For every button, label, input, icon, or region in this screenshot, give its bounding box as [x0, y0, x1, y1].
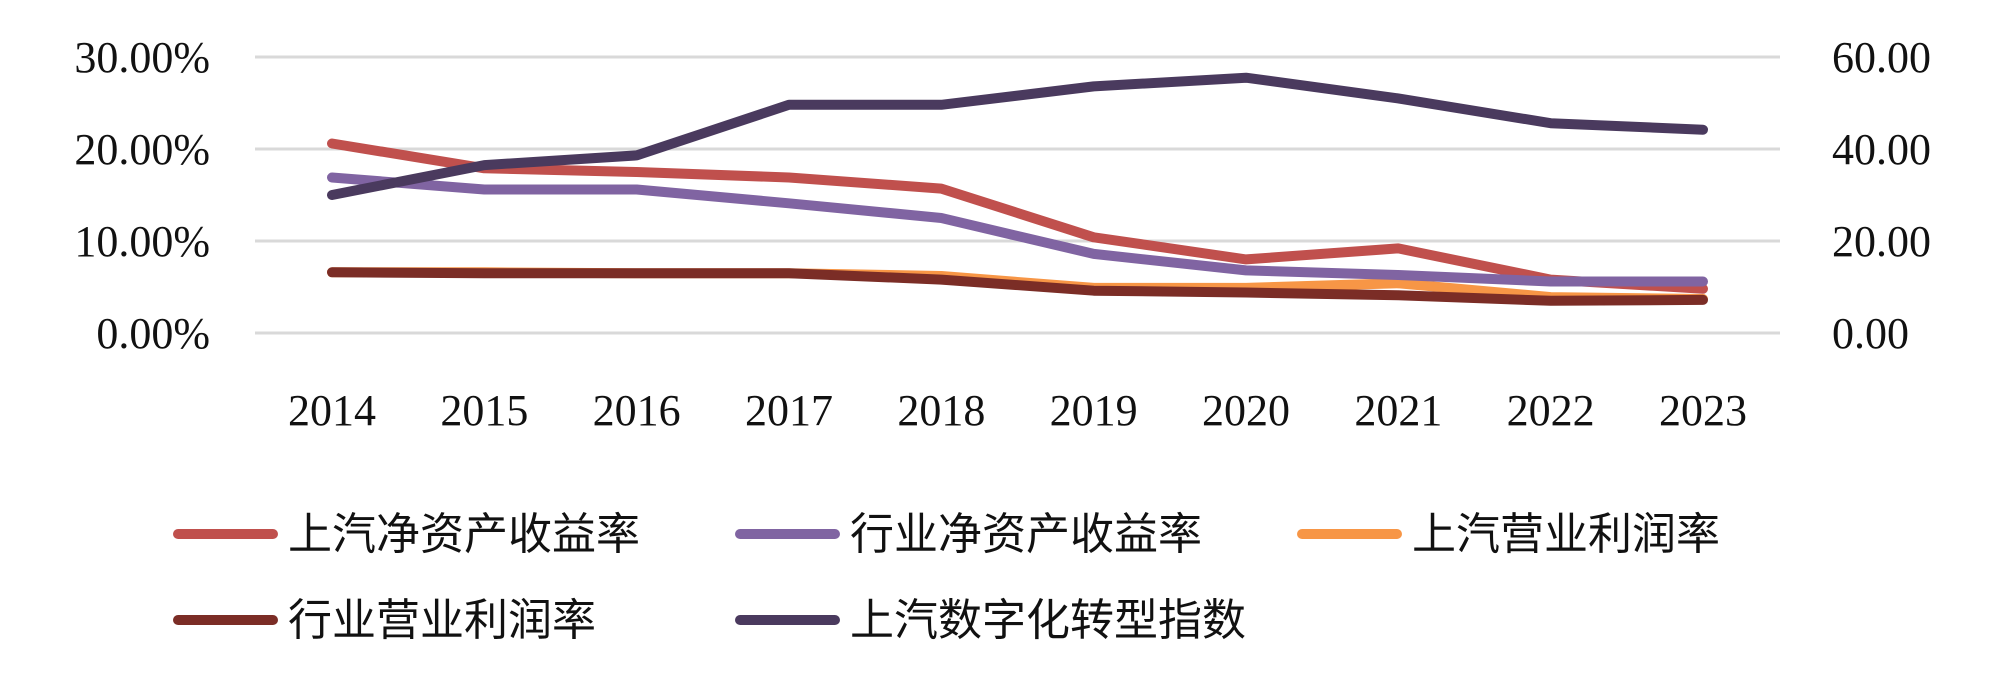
- legend-label: 行业营业利润率: [288, 596, 596, 645]
- legend-item: 行业营业利润率: [173, 596, 596, 645]
- x-axis-tick-label: 2021: [1354, 386, 1442, 435]
- right-axis-tick-label: 20.00: [1832, 217, 1931, 266]
- left-axis-ticks: 0.00% 10.00% 20.00% 30.00%: [74, 33, 210, 358]
- left-axis-tick-label: 30.00%: [74, 33, 210, 82]
- x-axis-tick-label: 2014: [288, 386, 376, 435]
- right-axis-tick-label: 0.00: [1832, 309, 1909, 358]
- legend-label: 上汽数字化转型指数: [850, 596, 1246, 645]
- legend-label: 上汽营业利润率: [1412, 510, 1720, 559]
- gridlines: [255, 55, 1780, 335]
- series-line: [327, 267, 1708, 306]
- x-axis-tick-label: 2020: [1202, 386, 1290, 435]
- left-axis-tick-label: 10.00%: [74, 217, 210, 266]
- right-axis-tick-label: 40.00: [1832, 125, 1931, 174]
- legend-item: 上汽净资产收益率: [173, 510, 640, 559]
- x-axis-tick-label: 2015: [440, 386, 528, 435]
- x-axis-tick-label: 2016: [593, 386, 681, 435]
- x-axis-tick-label: 2023: [1659, 386, 1747, 435]
- x-axis-tick-label: 2018: [897, 386, 985, 435]
- x-axis-tick-label: 2017: [745, 386, 833, 435]
- series-lines: [327, 72, 1708, 306]
- legend-item: 上汽数字化转型指数: [735, 596, 1246, 645]
- left-axis-tick-label: 20.00%: [74, 125, 210, 174]
- x-axis-tick-label: 2022: [1507, 386, 1595, 435]
- left-axis-tick-label: 0.00%: [96, 309, 210, 358]
- series-line: [327, 138, 1708, 294]
- legend-label: 上汽净资产收益率: [288, 510, 640, 559]
- right-axis-tick-label: 60.00: [1832, 33, 1931, 82]
- legend-item: 上汽营业利润率: [1297, 510, 1720, 559]
- series-line: [327, 172, 1708, 287]
- x-axis-tick-label: 2019: [1050, 386, 1138, 435]
- legend-label: 行业净资产收益率: [850, 510, 1202, 559]
- right-axis-ticks: 0.00 20.00 40.00 60.00: [1832, 33, 1931, 358]
- legend-item: 行业净资产收益率: [735, 510, 1202, 559]
- x-axis-ticks: 2014 2015 2016 2017 2018 2019 2020 2021 2022 2023: [288, 386, 1747, 435]
- series-line: [327, 72, 1708, 200]
